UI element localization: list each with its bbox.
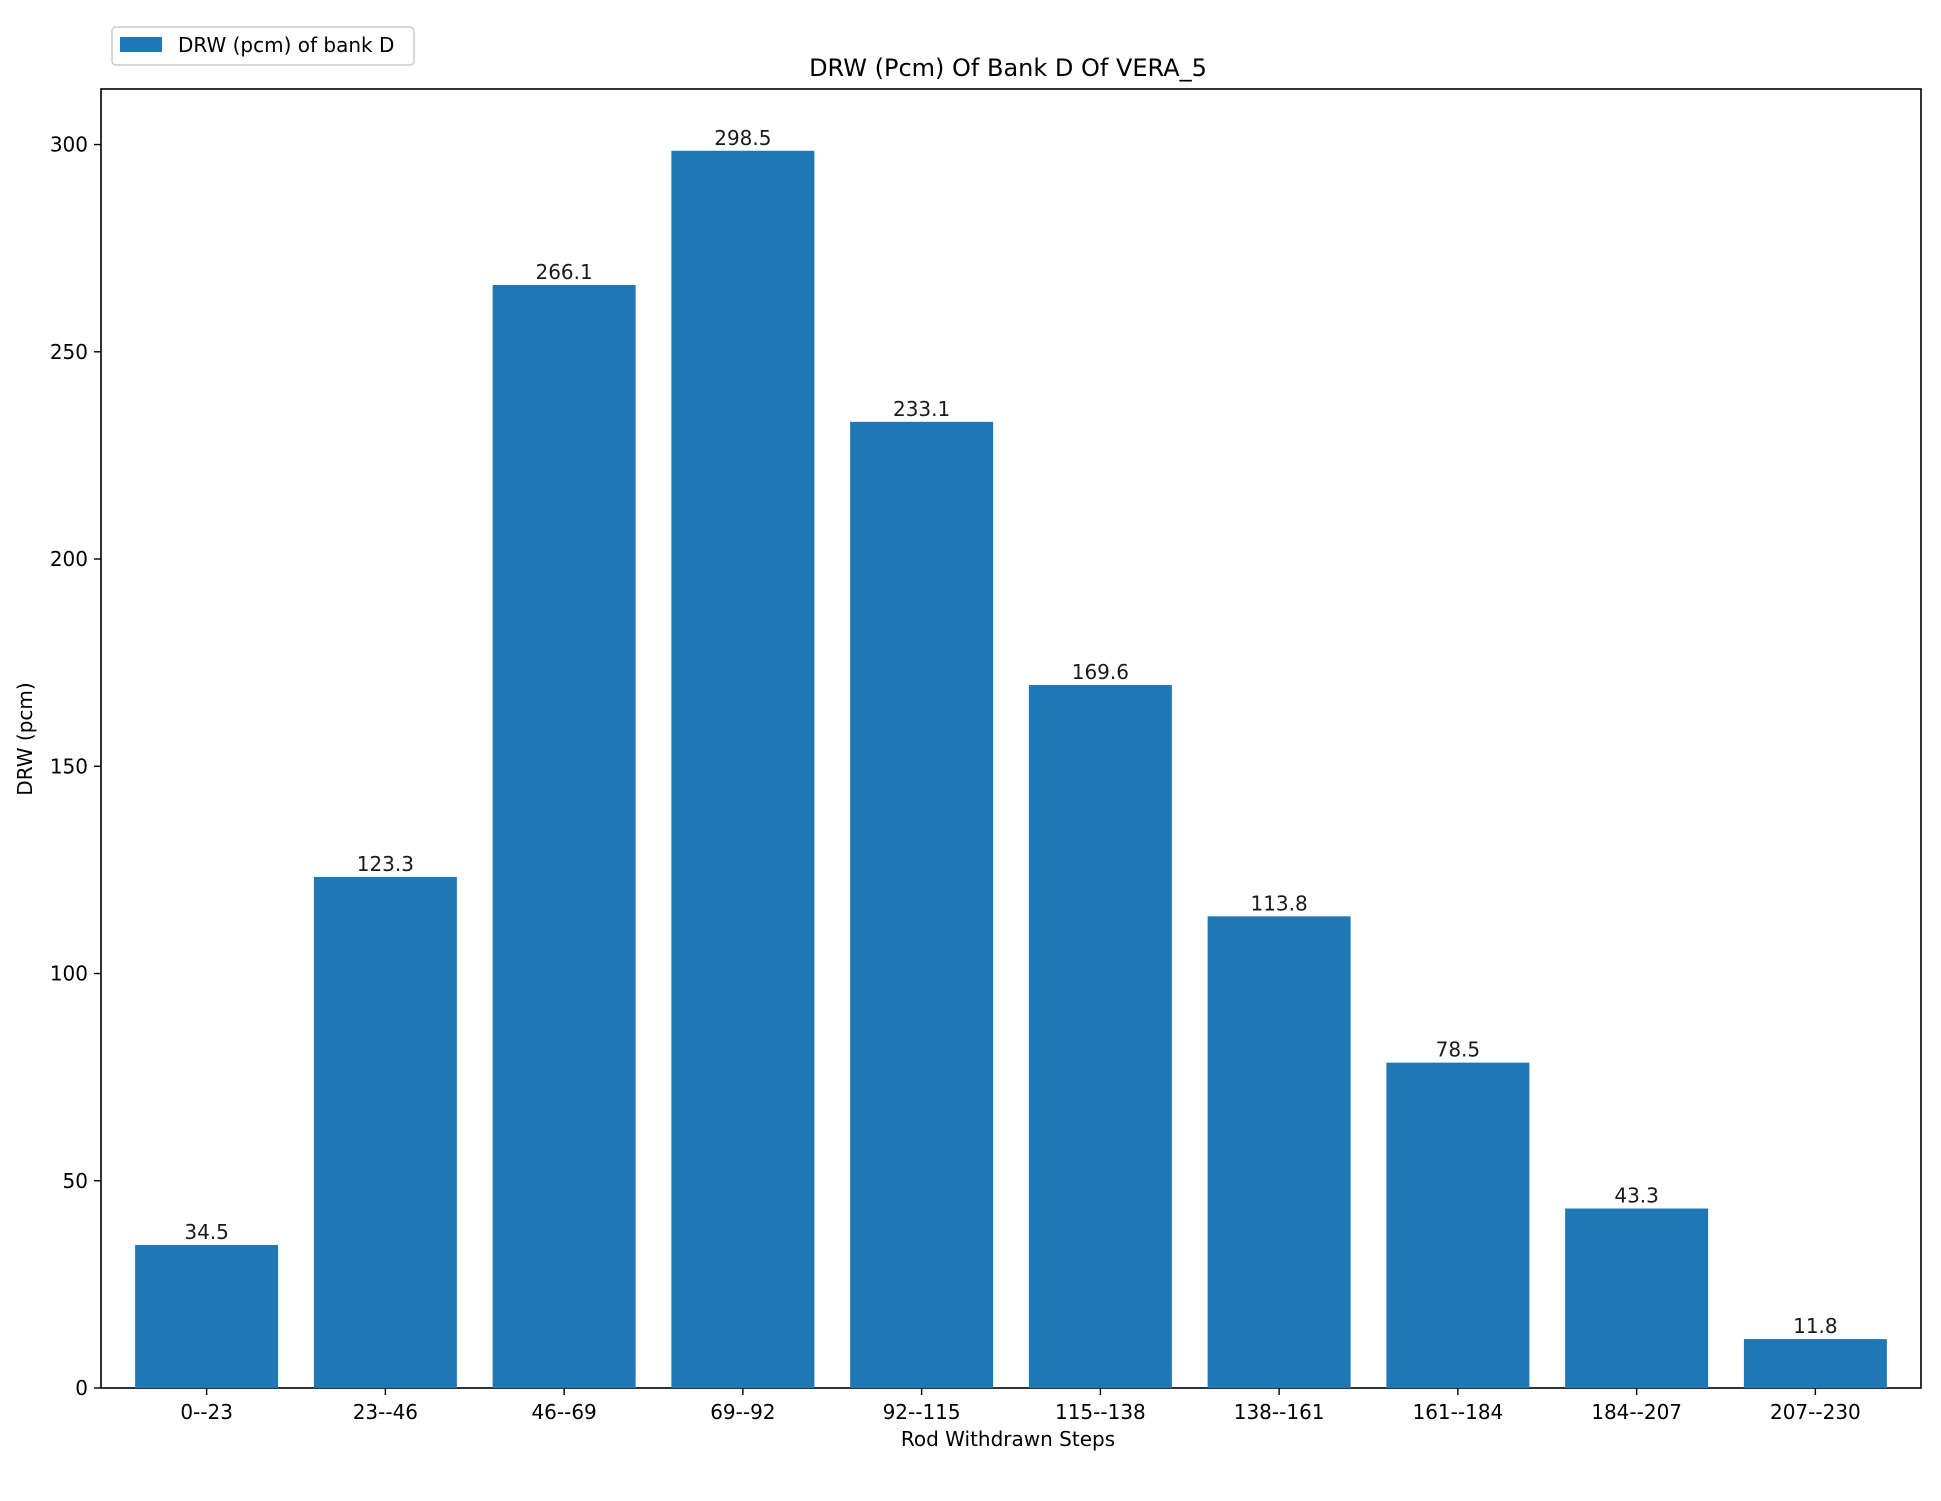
bar-161--184	[1386, 1062, 1530, 1388]
bar-46--69	[492, 285, 636, 1388]
y-axis: 0 50 100 150 200 250 300	[50, 133, 101, 1400]
legend-swatch	[120, 37, 162, 52]
bar-184--207	[1565, 1208, 1709, 1388]
bar-115--138	[1028, 685, 1172, 1388]
y-tick-label: 250	[50, 340, 88, 364]
x-tick-label: 69--92	[710, 1400, 775, 1424]
bars-layer	[135, 150, 1887, 1389]
bar-0--23	[135, 1245, 279, 1388]
y-tick-label: 50	[63, 1169, 88, 1193]
x-tick-label: 115--138	[1055, 1400, 1146, 1424]
x-tick-label: 207--230	[1770, 1400, 1861, 1424]
y-axis-title: DRW (pcm)	[13, 682, 37, 795]
bar-value-label: 233.1	[893, 397, 950, 421]
legend-label: DRW (pcm) of bank D	[178, 33, 394, 57]
value-labels-layer: 34.5 123.3 266.1 298.5 233.1 169.6 113.8 78.5 43…	[184, 126, 1837, 1338]
bar-138--161	[1207, 916, 1351, 1388]
legend: DRW (pcm) of bank D	[111, 26, 415, 66]
bar-value-label: 266.1	[535, 260, 592, 284]
bar-value-label: 169.6	[1072, 660, 1129, 684]
bar-value-label: 78.5	[1436, 1038, 1481, 1062]
x-axis-title: Rod Withdrawn Steps	[901, 1427, 1115, 1451]
bar-value-label: 298.5	[714, 126, 771, 150]
x-tick-label: 138--161	[1234, 1400, 1325, 1424]
x-tick-label: 92--115	[883, 1400, 961, 1424]
y-tick-label: 150	[50, 754, 88, 778]
x-tick-label: 161--184	[1412, 1400, 1503, 1424]
bar-value-label: 113.8	[1250, 891, 1307, 915]
x-tick-label: 46--69	[531, 1400, 596, 1424]
bar-value-label: 11.8	[1793, 1314, 1838, 1338]
y-tick-label: 0	[75, 1376, 88, 1400]
bar-207--230	[1743, 1339, 1887, 1388]
legend-frame	[111, 26, 415, 66]
bar-69--92	[671, 150, 815, 1389]
plot-frame	[100, 88, 1922, 1389]
x-axis: 0--23 23--46 46--69 69--92 92--115 115--138 13…	[180, 1388, 1861, 1424]
plot-area	[100, 88, 1922, 1389]
bar-23--46	[313, 876, 457, 1388]
x-tick-label: 184--207	[1591, 1400, 1682, 1424]
bar-value-label: 43.3	[1614, 1184, 1659, 1208]
x-tick-label: 23--46	[353, 1400, 418, 1424]
bar-value-label: 123.3	[357, 852, 414, 876]
y-tick-label: 100	[50, 962, 88, 986]
y-tick-label: 200	[50, 547, 88, 571]
chart-title: DRW (Pcm) Of Bank D Of VERA_5	[809, 54, 1207, 82]
bar-value-label: 34.5	[184, 1220, 229, 1244]
y-tick-label: 300	[50, 133, 88, 157]
x-tick-label: 0--23	[180, 1400, 233, 1424]
bar-92--115	[850, 421, 994, 1388]
